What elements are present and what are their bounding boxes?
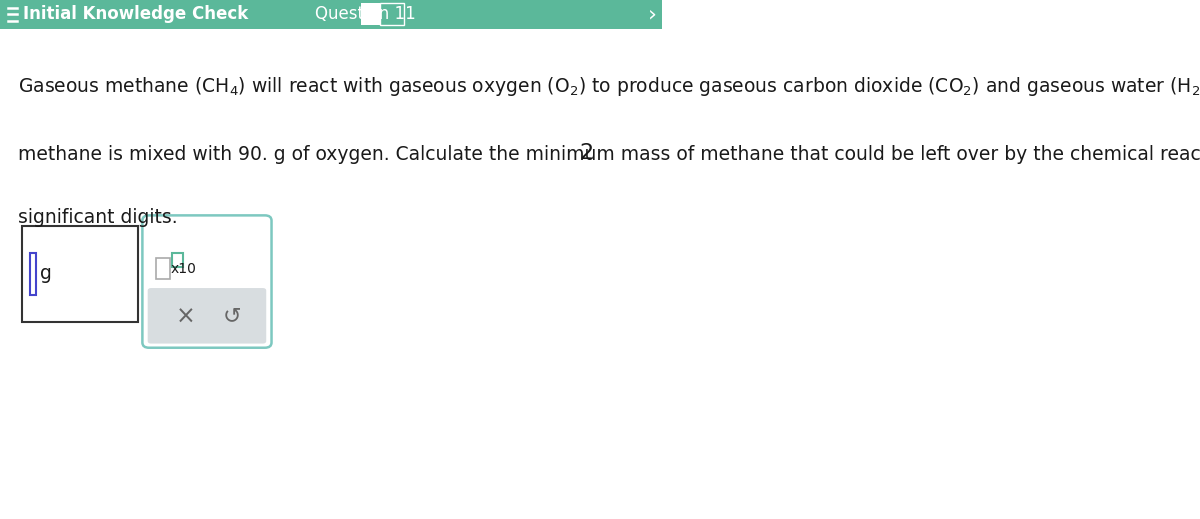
- Text: ↺: ↺: [223, 307, 241, 326]
- FancyBboxPatch shape: [148, 288, 266, 344]
- Text: significant digits.: significant digits.: [18, 208, 178, 227]
- Text: x10: x10: [170, 262, 197, 276]
- Text: Gaseous methane $\left(\mathrm{CH_4}\right)$ will react with gaseous oxygen $\le: Gaseous methane $\left(\mathrm{CH_4}\rig…: [18, 75, 1200, 98]
- Text: 2: 2: [580, 143, 594, 163]
- FancyBboxPatch shape: [0, 0, 662, 29]
- FancyBboxPatch shape: [172, 253, 182, 267]
- FancyBboxPatch shape: [22, 226, 138, 322]
- FancyBboxPatch shape: [361, 3, 380, 25]
- Text: ×: ×: [176, 305, 196, 329]
- Text: ›: ›: [648, 4, 656, 24]
- FancyBboxPatch shape: [143, 215, 271, 348]
- Text: Initial Knowledge Check: Initial Knowledge Check: [23, 5, 247, 23]
- Text: methane is mixed with 90. g of oxygen. Calculate the minimum mass of methane tha: methane is mixed with 90. g of oxygen. C…: [18, 145, 1200, 165]
- Text: Question 11: Question 11: [314, 5, 415, 23]
- Text: g: g: [40, 264, 52, 283]
- FancyBboxPatch shape: [156, 258, 170, 279]
